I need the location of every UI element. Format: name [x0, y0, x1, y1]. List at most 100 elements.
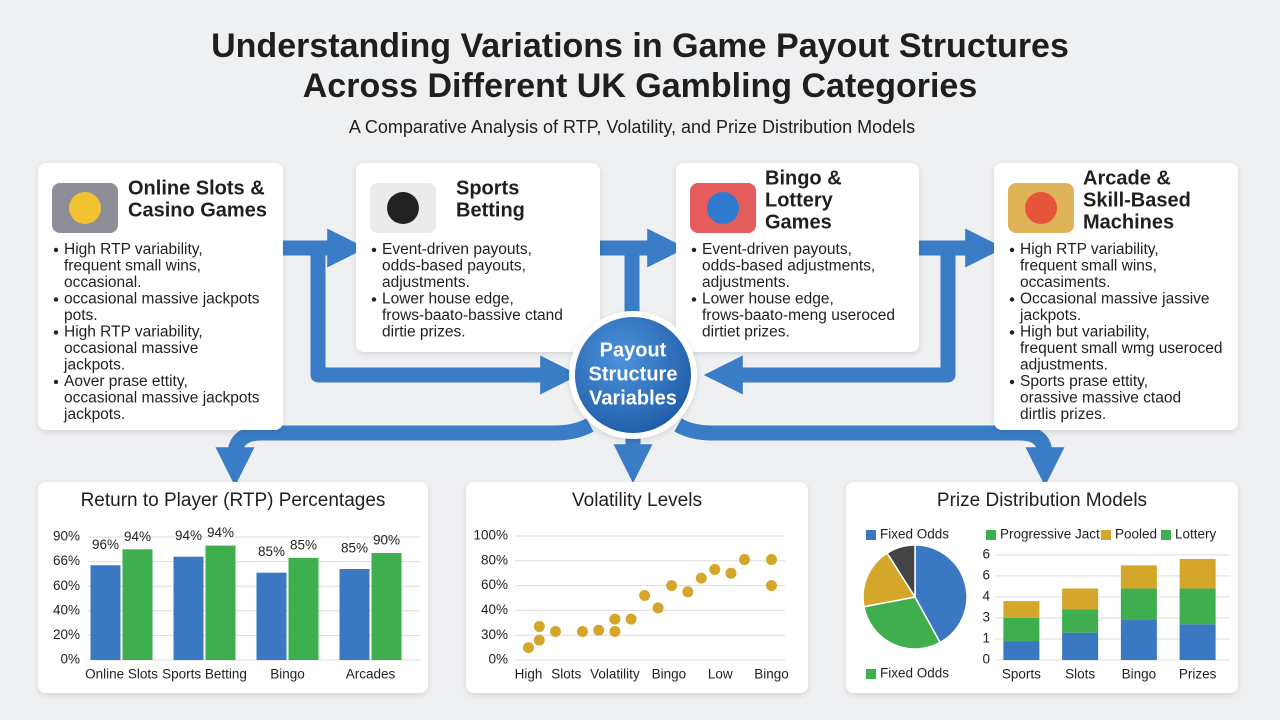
pie-slice — [863, 596, 942, 650]
x-tick-label: Slots — [551, 667, 581, 682]
x-tick-label: Bingo — [652, 667, 687, 682]
card-icon-detail — [69, 192, 101, 224]
card-title: Games — [765, 211, 832, 233]
legend-swatch — [866, 669, 876, 679]
bar — [371, 552, 402, 660]
panel-title: Prize Distribution Models — [937, 490, 1147, 511]
x-tick-label: High — [515, 667, 543, 682]
bar-value-label: 85% — [258, 544, 285, 559]
bullet-text: Occasional massive jassive — [1020, 291, 1210, 308]
bullet-text: frequent small wmg useroced — [1020, 340, 1222, 357]
card-title: Machines — [1083, 211, 1174, 233]
y-tick-label: 0% — [488, 652, 508, 667]
bullet-dot — [53, 379, 59, 385]
bullet-text: adjustments. — [382, 274, 470, 291]
x-tick-label: Low — [708, 667, 733, 682]
scatter-point — [766, 580, 777, 592]
bullet-text: High RTP variability, — [64, 241, 203, 258]
x-tick-label: Prizes — [1179, 667, 1217, 682]
bullet-text: odds-based adjustments, — [702, 258, 875, 275]
stacked-segment — [1062, 632, 1099, 660]
bar — [288, 557, 319, 660]
scatter-point — [523, 642, 534, 654]
bullet-dot — [691, 247, 697, 253]
bullet-text: frequent small wins, — [1020, 258, 1157, 275]
stacked-segment — [1003, 641, 1040, 660]
bullet-text: occasional massive jackpots — [64, 390, 260, 407]
y-tick-label: 0 — [982, 652, 990, 667]
legend-swatch — [986, 530, 996, 540]
legend-swatch — [1101, 530, 1111, 540]
scatter-point — [577, 625, 588, 637]
scatter-point — [533, 634, 545, 646]
bullet-text: jackpots. — [63, 406, 125, 423]
scatter-point — [625, 613, 637, 625]
bullet-text: pots. — [64, 307, 98, 324]
bullet-text: Event-driven payouts, — [382, 241, 532, 258]
bullet-text: Lower house edge, — [382, 291, 514, 308]
bullet-text: adjustments. — [1020, 357, 1108, 374]
card-title: Casino Games — [128, 199, 267, 221]
scatter-point — [639, 590, 651, 602]
panel-title: Volatility Levels — [572, 490, 702, 511]
pie-slice — [886, 544, 916, 600]
stacked-segment — [1120, 565, 1157, 589]
y-tick-label: 40% — [481, 602, 508, 617]
card-icon-detail — [1025, 192, 1057, 224]
scatter-point — [652, 602, 664, 614]
bullet-text: jackpots. — [1019, 307, 1081, 324]
bullet-text: Event-driven payouts, — [702, 241, 852, 258]
panel — [466, 482, 808, 693]
bullet-text: occasional massive jackpots — [64, 291, 260, 308]
pie-slice — [914, 544, 968, 644]
y-tick-label: 60% — [53, 578, 80, 593]
bar-value-label: 94% — [207, 525, 234, 540]
bullet-text: dirtiet prizes. — [702, 324, 790, 341]
card-icon-detail — [707, 192, 739, 224]
scatter-point — [739, 554, 750, 566]
legend-label: Lottery — [1175, 527, 1217, 542]
bar — [90, 565, 121, 660]
bullet-text: jackpots. — [63, 357, 125, 374]
bullet-dot — [1009, 247, 1015, 253]
y-tick-label: 100% — [473, 528, 508, 543]
stacked-segment — [1120, 620, 1157, 660]
bullet-text: Sports prase ettity, — [1020, 373, 1148, 390]
scatter-point — [695, 572, 707, 584]
bullet-text: adjustments. — [702, 274, 790, 291]
center-label: Payout — [600, 339, 667, 361]
pie-slice — [862, 552, 917, 608]
y-tick-label: 3 — [982, 609, 990, 624]
scatter-point — [666, 580, 678, 592]
center-circle — [575, 317, 691, 433]
bullet-dot — [691, 297, 697, 302]
bullet-dot — [1009, 379, 1015, 385]
scatter-point — [593, 624, 605, 636]
y-tick-label: 90% — [53, 529, 80, 544]
y-tick-label: 6 — [982, 546, 990, 561]
scatter-point — [609, 613, 621, 625]
card-title: Skill-Based — [1083, 189, 1191, 211]
bullet-text: occasional massive — [64, 340, 198, 357]
bullet-text: Aover prase ettity, — [64, 373, 188, 390]
bullet-text: frows-baato-bassive ctand — [382, 307, 563, 324]
stacked-segment — [1062, 588, 1099, 610]
scatter-point — [725, 567, 737, 579]
y-tick-label: 30% — [481, 627, 508, 642]
stacked-segment — [1003, 617, 1040, 642]
stacked-segment — [1179, 559, 1216, 589]
x-tick-label: Sports — [1002, 667, 1041, 682]
scatter-point — [709, 563, 721, 575]
title-line: Across Different UK Gambling Categories — [303, 67, 977, 105]
bar — [122, 549, 153, 660]
category-cards: Online Slots &Casino Games High RTP varia… — [38, 163, 1238, 430]
y-tick-label: 80% — [481, 552, 508, 567]
bullet-dot — [371, 247, 377, 253]
x-tick-label: Volatility — [590, 667, 640, 682]
bar-value-label: 96% — [92, 537, 119, 552]
card-icon-detail — [387, 192, 419, 224]
scatter-point — [533, 621, 545, 633]
legend-label: Progressive Jact — [1000, 527, 1100, 542]
x-tick-label: Online Slots — [85, 667, 158, 682]
y-tick-label: 20% — [53, 627, 80, 642]
